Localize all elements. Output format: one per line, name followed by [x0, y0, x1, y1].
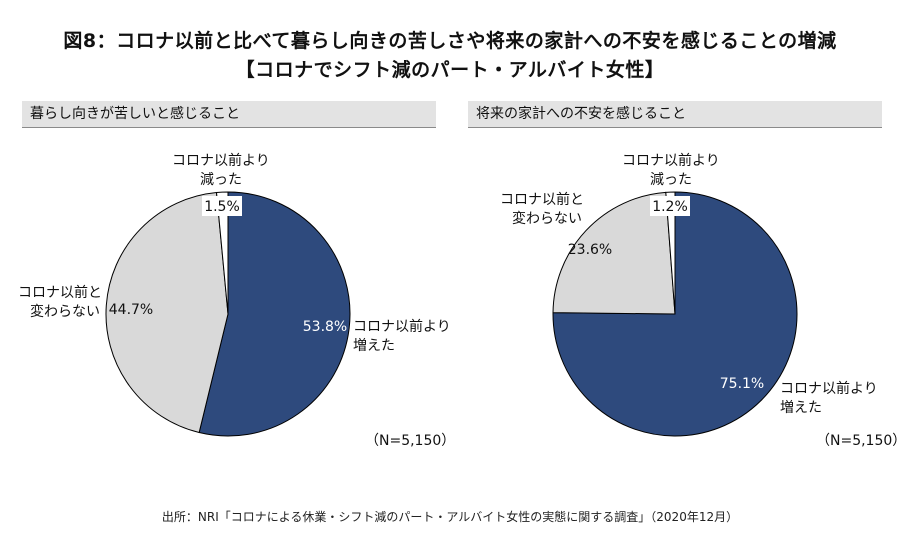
value-label-increased: 53.8%	[303, 319, 347, 335]
pie-slice-increased	[198, 191, 351, 437]
source-note: 出所：NRI「コロナによる休業・シフト減のパート・アルバイト女性の実態に関する調…	[161, 510, 739, 524]
pie-slice-unchanged	[105, 191, 229, 434]
left-panel-title: 暮らし向きが苦しいと感じること	[22, 101, 436, 128]
value-label-bg	[650, 196, 690, 216]
category-label-increased: コロナ以前より増えた	[353, 318, 451, 354]
category-label-unchanged: コロナ以前と変わらない	[500, 191, 584, 227]
category-label-increased: コロナ以前より増えた	[780, 380, 878, 416]
chart-title: 図8：コロナ以前と比べて暮らし向きの苦しさや将来の家計への不安を感じることの増減	[63, 30, 837, 52]
chart-subtitle: 【コロナでシフト減のパート・アルバイト女性】	[235, 59, 665, 81]
right-panel-title: 将来の家計への不安を感じること	[468, 101, 882, 128]
category-label-decreased: コロナ以前より減った	[172, 152, 270, 188]
value-label-decreased: 1.2%	[652, 199, 688, 215]
category-label-unchanged: コロナ以前と変わらない	[18, 284, 102, 320]
value-label-unchanged: 23.6%	[568, 242, 612, 258]
value-label-bg	[202, 196, 242, 216]
pie-slice-decreased	[215, 191, 229, 315]
pie-slice-unchanged	[552, 191, 676, 315]
right-pie-chart: 75.1% 23.6% 1.2% コロナ以前より増えた コロナ以前と変わらない コロナ以前…	[500, 152, 900, 449]
value-label-decreased: 1.5%	[204, 199, 240, 215]
value-label-unchanged: 44.7%	[109, 302, 153, 318]
category-label-decreased: コロナ以前より減った	[622, 152, 720, 188]
left-pie-chart: 53.8% 44.7% 1.5% コロナ以前より増えた コロナ以前と変わらない コロナ以前…	[18, 152, 455, 449]
pie-slice-decreased	[665, 191, 676, 315]
sample-size-label: （N=5,150）	[816, 433, 900, 449]
sample-size-label: （N=5,150）	[365, 433, 455, 449]
value-label-increased: 75.1%	[720, 376, 764, 392]
